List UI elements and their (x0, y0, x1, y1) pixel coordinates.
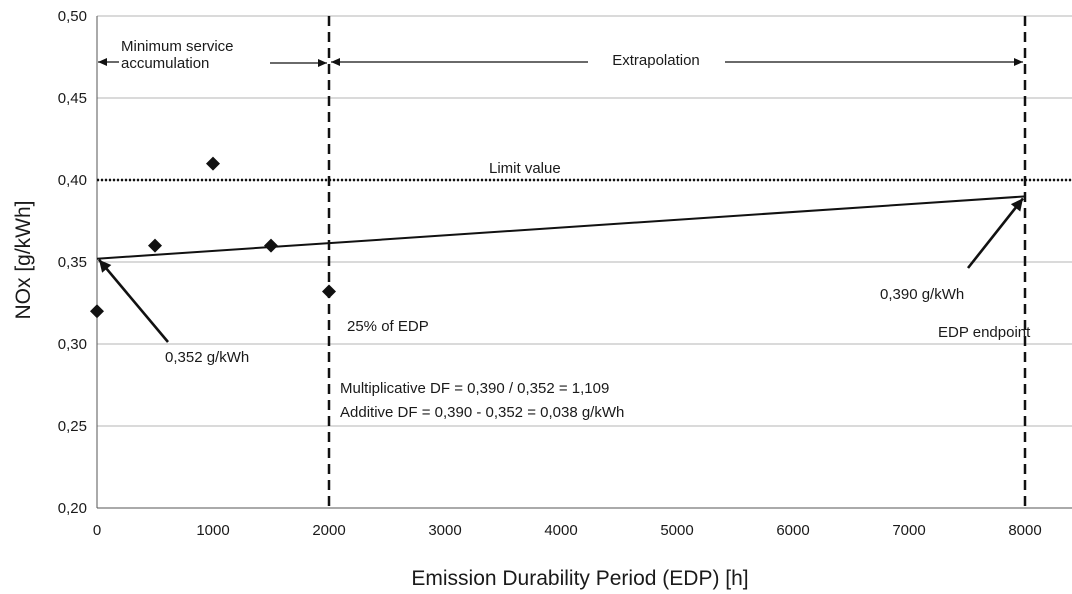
gridlines (97, 15, 1072, 427)
data-series (90, 156, 1026, 319)
data-point-marker (90, 304, 104, 319)
y-tick-label: 0,40 (58, 172, 87, 189)
x-tick-label: 4000 (544, 522, 577, 539)
end-value-arrow (966, 197, 1025, 269)
edp-endpoint-label: EDP endpoint (938, 324, 1031, 341)
x-tick-label: 3000 (428, 522, 461, 539)
multiplicative-df-label: Multiplicative DF = 0,390 / 0,352 = 1,10… (340, 380, 609, 397)
y-tick-label: 0,30 (58, 336, 87, 353)
data-point-marker (148, 238, 162, 253)
x-tick-label: 1000 (196, 522, 229, 539)
extrapolation-label: Extrapolation (612, 52, 700, 69)
end-value-arrow-head (1010, 198, 1023, 212)
data-point-marker (322, 284, 336, 299)
y-tick-label: 0,25 (58, 418, 87, 435)
extrapolation-arrow-right-head (1014, 58, 1023, 66)
linear-trend-line (96, 195, 1026, 260)
start-value-arrow-head (99, 259, 112, 273)
min-service-arrow-right-head (318, 59, 327, 67)
additive-df-label: Additive DF = 0,390 - 0,352 = 0,038 g/kW… (340, 404, 624, 421)
min-service-label-line2: accumulation (121, 55, 209, 72)
quarter-edp-label: 25% of EDP (347, 318, 429, 335)
y-tick-label: 0,45 (58, 90, 87, 107)
min-service-label-line1: Minimum service (121, 38, 234, 55)
end-value-label: 0,390 g/kWh (880, 286, 964, 303)
limit-value-label: Limit value (489, 160, 561, 177)
y-tick-label: 0,35 (58, 254, 87, 271)
reference-lines (97, 16, 1072, 508)
data-point-marker (264, 238, 278, 253)
x-tick-label: 8000 (1008, 522, 1041, 539)
x-tick-label: 6000 (776, 522, 809, 539)
y-tick-label: 0,20 (58, 500, 87, 517)
x-axis-title: Emission Durability Period (EDP) [h] (411, 567, 748, 590)
axes: 0,20 0,25 0,30 0,35 0,40 0,45 0,50 0 1000 2000 300… (58, 8, 1072, 539)
x-tick-label: 2000 (312, 522, 345, 539)
x-tick-label: 0 (93, 522, 101, 539)
extrapolation-arrow-left-head (331, 58, 340, 66)
data-point-marker (206, 156, 220, 171)
x-tick-label: 7000 (892, 522, 925, 539)
start-value-label: 0,352 g/kWh (165, 349, 249, 366)
x-tick-label: 5000 (660, 522, 693, 539)
min-service-arrow-left-head (98, 58, 107, 66)
y-tick-label: 0,50 (58, 8, 87, 25)
y-axis-title: NOx [g/kWh] (12, 200, 35, 319)
annotations (98, 58, 1025, 343)
start-value-arrow (98, 258, 169, 343)
